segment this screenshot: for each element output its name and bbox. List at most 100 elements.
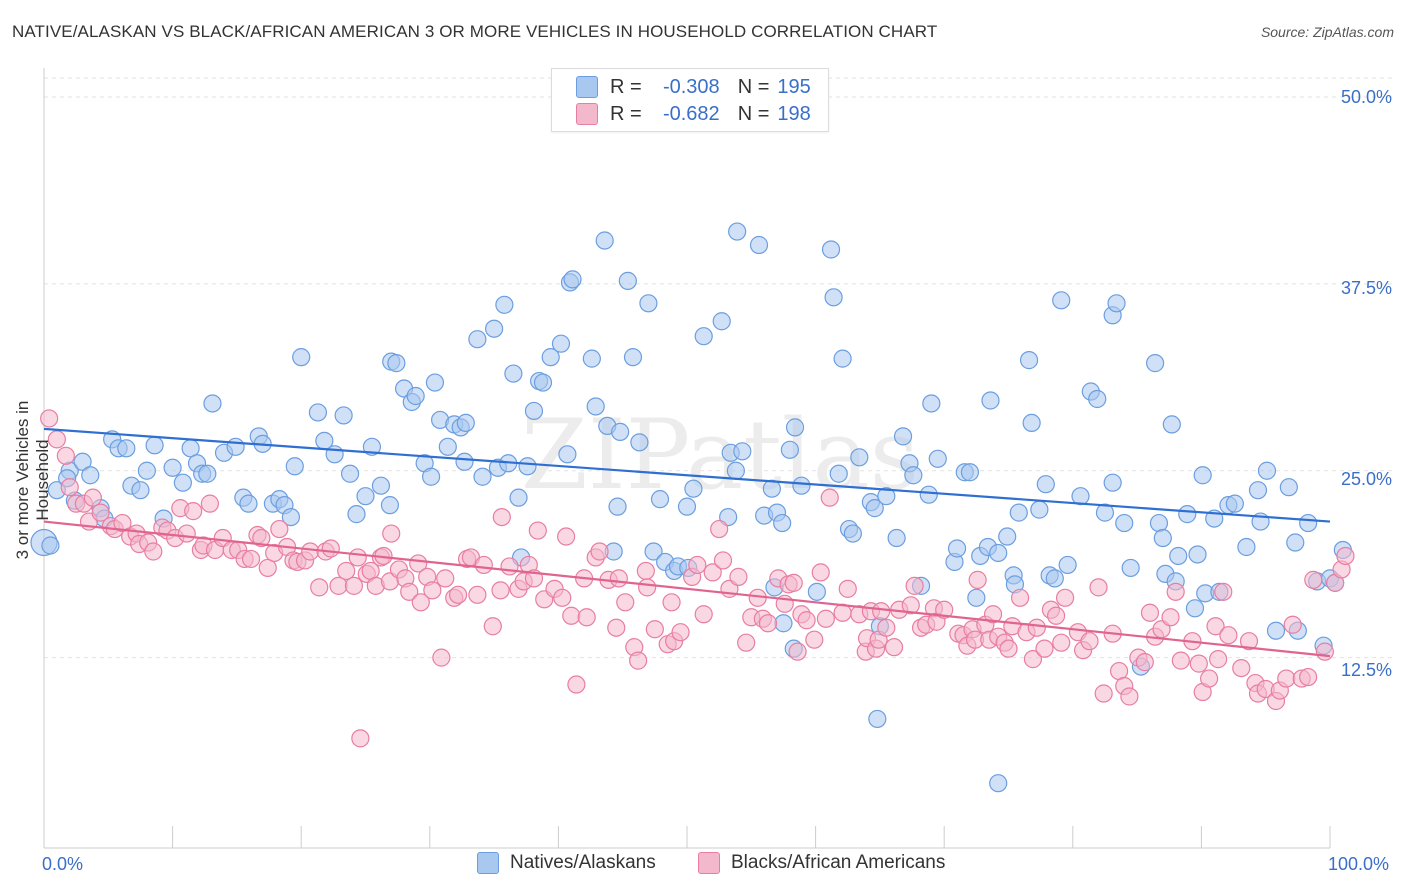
stats-legend: R = -0.308 N = 195 R = -0.682 N = 198 [551,68,829,132]
natives-point [595,231,614,250]
legend-item-blacks[interactable]: Blacks/African Americans [698,852,945,874]
natives-point [694,327,713,346]
natives-point [792,476,811,495]
natives-point [1030,500,1049,519]
natives-point [438,437,457,456]
r-value: -0.682 [662,102,720,125]
natives-point [868,709,887,729]
blacks-point [113,513,132,533]
natives-point [73,452,92,471]
natives-point [733,442,752,461]
natives-point [308,403,328,422]
r-value: -0.308 [662,75,720,98]
blacks-point [1046,606,1066,625]
natives-point [989,774,1008,793]
blacks-point [703,563,722,582]
blacks-point [56,446,75,465]
natives-point [922,394,941,413]
blacks-point [983,605,1003,624]
natives-point [608,497,627,516]
natives-point [239,494,258,513]
stats-legend-row-blacks: R = -0.682 N = 198 [576,102,811,126]
blacks-point [557,527,576,546]
natives-point [726,461,745,480]
blacks-point [1055,588,1075,607]
blacks-point [301,542,320,561]
blacks-point [436,569,455,588]
blacks-point [184,502,203,521]
blacks-point [423,581,442,600]
blacks-point [321,539,340,558]
natives-point [877,487,896,506]
natives-point [1146,354,1165,373]
blacks-point [252,528,271,548]
natives-point [1162,415,1181,434]
blacks-point [797,611,816,630]
natives-point [226,437,245,456]
blacks-point [83,488,102,507]
natives-point [334,406,353,425]
natives-point [1178,505,1197,524]
blacks-point [805,630,824,649]
legend-item-natives[interactable]: Natives/Alaskans [477,852,656,874]
natives-point [285,457,304,476]
natives-point [989,543,1008,563]
blacks-point [400,582,419,601]
y-tick-label: 50.0% [1340,87,1392,107]
natives-point [981,391,1000,410]
natives-point [387,354,406,373]
natives-point [1149,513,1169,533]
natives-point [774,614,793,633]
natives-point [887,528,906,548]
blacks-point [382,524,401,543]
natives-point [677,497,697,516]
blacks-point [491,581,510,600]
series-legend: Natives/Alaskans Blacks/African American… [0,852,1406,878]
blacks-point [713,551,733,570]
natives-point [137,461,156,480]
blacks-point [500,557,519,576]
natives-point [843,524,862,543]
natives-point [1095,503,1115,522]
y-tick-label: 12.5% [1340,660,1392,680]
natives-point [473,467,492,486]
natives-point [1045,569,1064,588]
blacks-point [688,555,707,575]
natives-point [919,485,938,504]
blacks-point [258,558,277,578]
natives-point [292,348,311,367]
natives-point [541,348,560,367]
natives-point [829,464,848,483]
natives-point [1153,528,1172,548]
natives-point [533,373,553,392]
natives-point [582,349,601,368]
x-tick-label-min: 0.0% [42,854,84,874]
natives-point [773,513,792,533]
natives-point [380,496,400,515]
blacks-point [710,519,729,539]
legend-label-blacks: Blacks/African Americans [731,852,946,873]
blacks-point [270,519,289,539]
natives-point [1225,494,1244,513]
blacks-point [310,578,329,597]
natives-point [1299,513,1318,533]
natives-point [1266,621,1286,640]
blacks-point [329,576,348,595]
blacks-point [645,620,664,639]
natives-point [551,334,571,353]
natives-point [362,437,382,456]
natives-point [684,479,703,498]
blacks-point [1232,658,1251,678]
blacks-point [636,561,655,581]
blacks-point [811,563,830,582]
blacks-point [729,567,748,586]
natives-point [1257,461,1277,480]
natives-point [468,330,487,349]
natives-point [1019,351,1039,370]
blacks-point [758,614,778,633]
blacks-point [694,605,713,624]
blacks-point [528,521,547,540]
blacks-point [177,524,196,543]
natives-point [893,427,913,446]
legend-swatch-blue [477,852,499,874]
